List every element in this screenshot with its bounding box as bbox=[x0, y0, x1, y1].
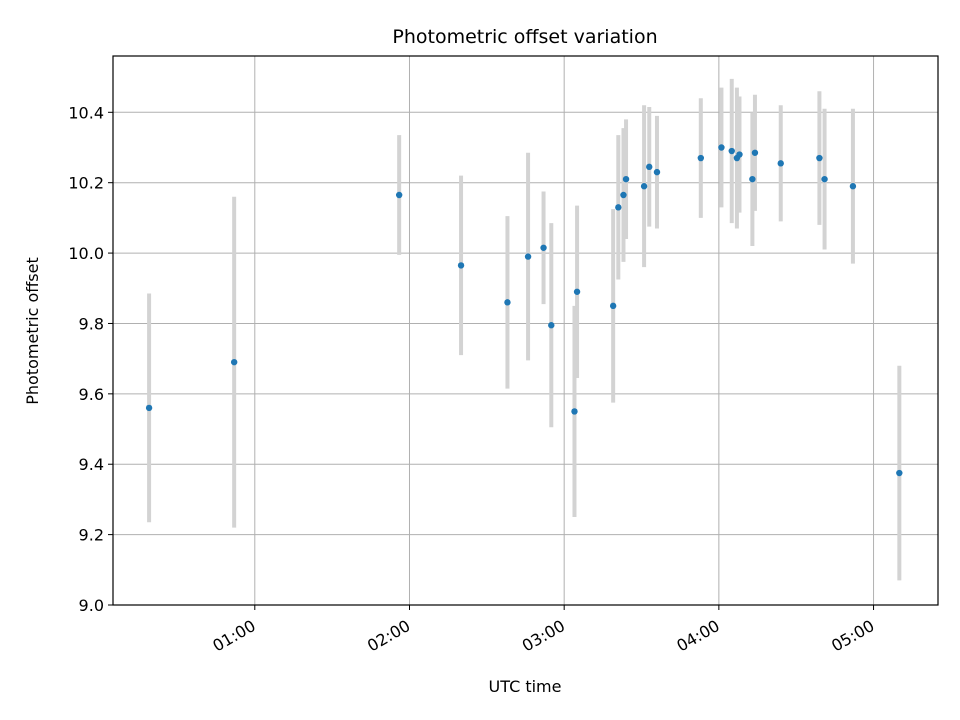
tick-layer: 01:00 02:00 03:00 04:00 05:009.09.29.49.69.8… bbox=[68, 103, 877, 655]
data-point bbox=[777, 160, 784, 167]
data-point bbox=[640, 183, 648, 190]
y-tick-label: 10.4 bbox=[68, 103, 104, 122]
y-tick-label: 9.6 bbox=[79, 385, 104, 404]
data-point bbox=[646, 163, 653, 171]
data-point bbox=[524, 253, 532, 260]
data-point bbox=[540, 244, 547, 251]
x-axis-label: UTC time bbox=[489, 677, 562, 696]
data-point bbox=[615, 204, 622, 211]
y-tick-label: 9.2 bbox=[79, 526, 104, 545]
data-point bbox=[395, 191, 403, 199]
data-point bbox=[504, 299, 511, 306]
data-point bbox=[457, 262, 465, 269]
data-point bbox=[821, 175, 828, 183]
data-point bbox=[620, 191, 627, 199]
data-point bbox=[849, 183, 857, 190]
data-point bbox=[145, 404, 153, 412]
data-point bbox=[749, 175, 756, 183]
data-point bbox=[728, 147, 735, 155]
data-point bbox=[736, 151, 743, 158]
data-point bbox=[653, 168, 661, 176]
chart-title: Photometric offset variation bbox=[392, 26, 657, 48]
data-point bbox=[571, 408, 578, 415]
data-point bbox=[816, 154, 823, 162]
y-tick-label: 9.4 bbox=[79, 455, 104, 474]
y-axis-label: Photometric offset bbox=[23, 257, 42, 405]
y-tick-label: 9.0 bbox=[79, 596, 104, 615]
data-point bbox=[230, 358, 238, 366]
data-point bbox=[697, 154, 705, 162]
y-tick-label: 10.0 bbox=[68, 244, 104, 263]
data-point bbox=[548, 322, 555, 329]
plot-frame bbox=[112, 55, 939, 606]
point-layer bbox=[145, 144, 903, 477]
data-point bbox=[718, 144, 725, 151]
data-point bbox=[609, 302, 617, 310]
data-point bbox=[751, 149, 759, 156]
data-point bbox=[896, 469, 903, 477]
data-point bbox=[622, 175, 630, 183]
data-point bbox=[573, 288, 581, 295]
y-tick-label: 10.2 bbox=[68, 174, 104, 193]
y-tick-label: 9.8 bbox=[79, 314, 104, 333]
